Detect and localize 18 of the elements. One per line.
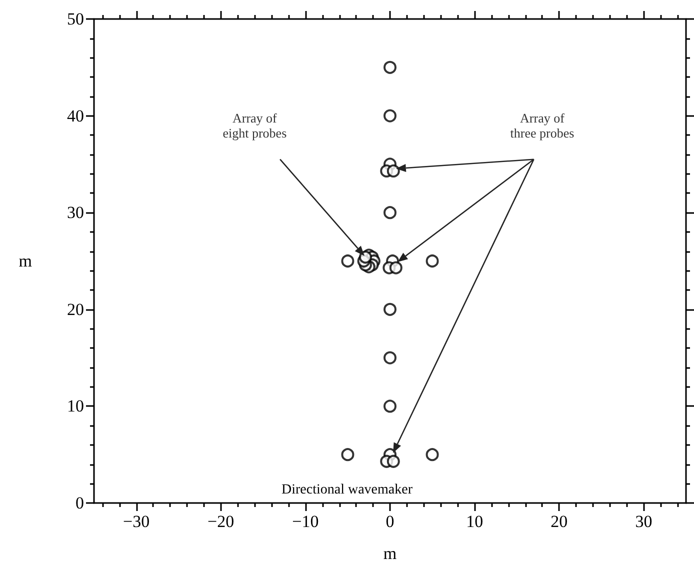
annotation: Array of three probes — [510, 110, 574, 140]
annotation: Directional wavemaker — [282, 482, 413, 498]
y-tick-label: 0 — [76, 494, 84, 512]
x-axis-title: m — [383, 544, 397, 563]
y-axis-title: m — [18, 252, 32, 270]
annotation: Array of eight probes — [222, 110, 287, 140]
y-tick-label: 20 — [67, 300, 84, 319]
x-tick-label: 30 — [635, 512, 652, 531]
x-tick-label: 20 — [550, 512, 568, 531]
y-tick-label: 30 — [67, 203, 84, 222]
x-tick-label: 0 — [386, 512, 394, 531]
x-tick-label: 10 — [466, 512, 484, 531]
y-tick-label: 40 — [67, 106, 84, 126]
x-tick-label: −10 — [292, 512, 319, 531]
x-tick-label: −20 — [208, 512, 234, 531]
x-tick-label: −30 — [122, 512, 150, 531]
y-tick-label: 10 — [67, 396, 84, 416]
y-tick-label: 50 — [67, 10, 84, 28]
